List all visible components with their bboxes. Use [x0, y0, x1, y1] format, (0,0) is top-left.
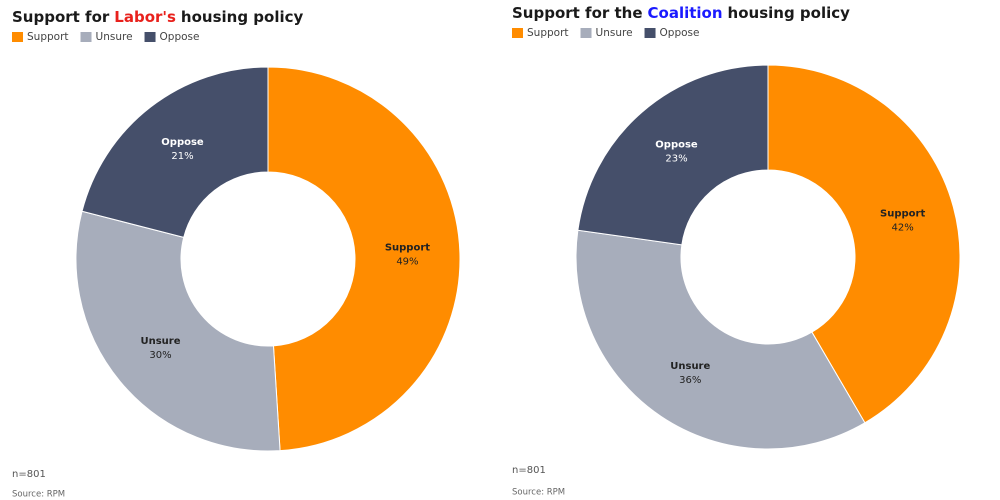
legend-swatch: [644, 28, 656, 38]
title-part: housing policy: [728, 4, 851, 22]
slice-value: 21%: [171, 151, 193, 162]
legend-label: Oppose: [660, 27, 700, 39]
sample-note: n=801: [512, 465, 546, 476]
legend-label: Support: [27, 31, 69, 43]
chart-title: Support for the Coalition housing policy: [512, 4, 850, 22]
slice-label: Support: [880, 209, 925, 220]
slice-value: 49%: [396, 257, 418, 268]
slice-label: Support: [385, 243, 430, 254]
title-part: housing policy: [181, 8, 304, 26]
slice-value: 23%: [665, 154, 687, 165]
donut-slice: [577, 64, 769, 246]
legend-swatch: [144, 32, 156, 42]
legend-swatch: [12, 32, 23, 42]
legend-swatch: [512, 28, 523, 38]
sample-note: n=801: [12, 469, 46, 480]
donut-slice: [767, 64, 961, 424]
title-part: Coalition: [648, 4, 723, 22]
slice-value: 30%: [149, 350, 171, 361]
donut-slice: [75, 210, 281, 452]
legend-label: Support: [527, 27, 569, 39]
legend-label: Unsure: [596, 27, 633, 39]
slice-label: Oppose: [655, 140, 698, 151]
slice-value: 42%: [892, 223, 914, 234]
title-part: Labor's: [114, 8, 176, 26]
source-note: Source: RPM: [12, 490, 65, 500]
donut-slice: [81, 66, 269, 238]
donut-slice: [267, 66, 461, 452]
legend-label: Oppose: [160, 31, 200, 43]
donut-slice: [575, 229, 866, 450]
title-part: Support for the: [512, 4, 643, 22]
slice-value: 36%: [679, 375, 701, 386]
title-part: Support for: [12, 8, 110, 26]
slice-label: Unsure: [670, 361, 710, 372]
legend-swatch: [580, 28, 592, 38]
legend-swatch: [80, 32, 92, 42]
slice-label: Oppose: [161, 137, 204, 148]
chart-title: Support for Labor's housing policy: [12, 8, 304, 26]
source-note: Source: RPM: [512, 488, 565, 498]
legend-label: Unsure: [96, 31, 133, 43]
slice-label: Unsure: [140, 336, 180, 347]
